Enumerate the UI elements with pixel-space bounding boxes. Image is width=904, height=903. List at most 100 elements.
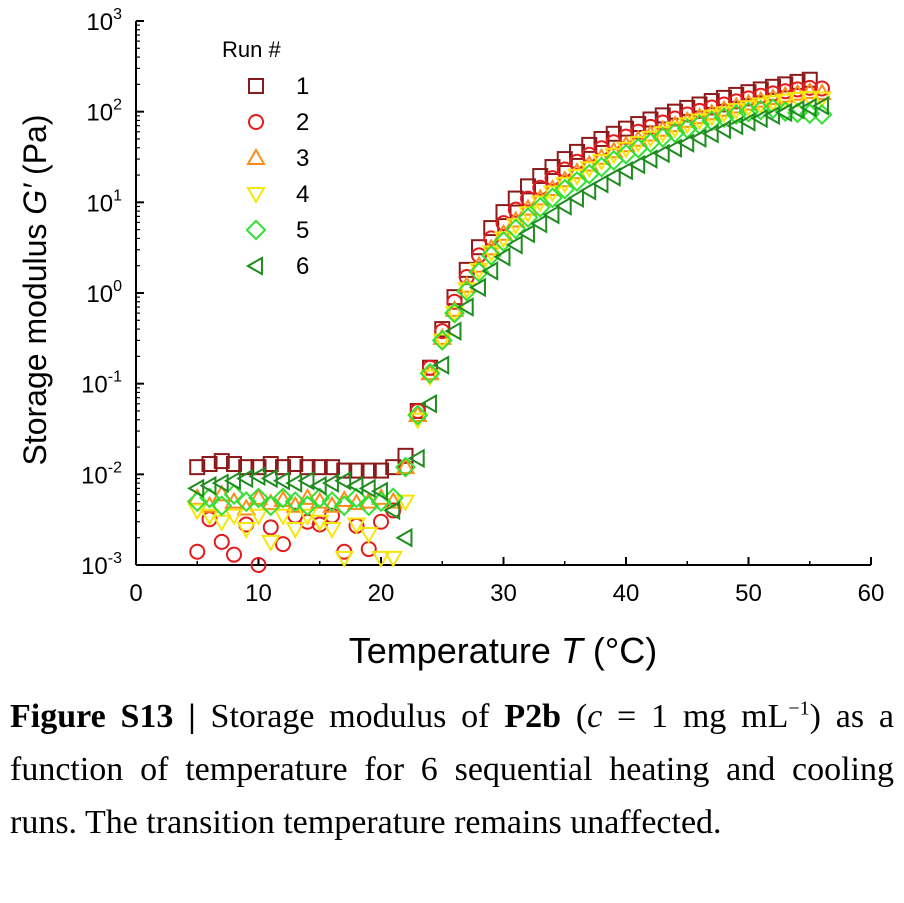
- data-point: [199, 475, 217, 496]
- data-point: [579, 181, 597, 201]
- data-point: [432, 355, 450, 375]
- data-point: [777, 83, 794, 100]
- data-point: [360, 462, 377, 479]
- data-point: [532, 168, 549, 185]
- data-point: [520, 178, 536, 195]
- legend-label: 6: [296, 253, 309, 280]
- data-point: [420, 363, 440, 381]
- data-point: [211, 495, 233, 517]
- data-point: [726, 115, 744, 136]
- caption-cond-close: ): [809, 698, 821, 735]
- series-5: [186, 98, 833, 517]
- data-point: [591, 174, 609, 194]
- legend-title: Run #: [222, 37, 281, 62]
- data-point: [725, 104, 747, 126]
- data-point: [285, 473, 303, 493]
- data-point: [529, 196, 551, 218]
- data-point: [322, 521, 342, 539]
- data-point: [664, 122, 686, 144]
- data-point: [236, 521, 257, 539]
- data-point: [275, 459, 291, 476]
- data-point: [285, 521, 306, 539]
- legend-item: 6: [245, 253, 309, 280]
- y-tick-label: 10-3: [81, 550, 122, 580]
- y-tick-label: 100: [86, 278, 122, 308]
- data-point: [554, 196, 572, 216]
- data-point: [443, 302, 466, 324]
- data-point: [530, 214, 548, 234]
- data-point: [799, 81, 820, 99]
- data-point: [799, 90, 820, 108]
- x-tick-label: 10: [245, 580, 272, 607]
- data-point: [603, 167, 621, 187]
- data-point: [495, 204, 512, 221]
- data-point: [444, 306, 465, 324]
- data-point: [213, 453, 230, 470]
- data-point: [260, 534, 281, 552]
- x-tick-label: 50: [735, 580, 762, 607]
- data-point: [431, 329, 453, 351]
- data-point: [250, 459, 267, 476]
- data-point: [726, 96, 747, 114]
- data-point: [333, 495, 355, 517]
- data-point: [762, 105, 780, 126]
- data-point: [260, 468, 278, 489]
- data-point: [321, 473, 339, 493]
- data-point: [750, 108, 768, 129]
- data-point: [371, 550, 391, 568]
- data-point: [446, 293, 463, 310]
- data-point: [275, 536, 291, 553]
- data-point: [383, 550, 404, 568]
- legend-item: 3: [246, 145, 309, 172]
- data-point: [260, 493, 281, 511]
- data-point: [226, 456, 242, 473]
- data-point: [383, 500, 401, 521]
- data-point: [689, 128, 707, 148]
- data-point: [811, 96, 829, 116]
- x-tick-label: 30: [490, 580, 517, 607]
- data-point: [407, 404, 429, 426]
- caption-cond-var: c: [587, 698, 603, 735]
- data-point: [223, 470, 241, 491]
- caption-text-2: as a function of temperature for 6 seque…: [10, 698, 894, 841]
- data-point: [738, 93, 759, 111]
- x-axis-label: Temperature T (°C): [349, 630, 657, 671]
- data-point: [456, 297, 474, 317]
- data-point: [262, 519, 279, 536]
- data-point: [640, 124, 661, 142]
- data-point: [713, 107, 735, 129]
- caption-cond-exp: −1: [788, 697, 810, 720]
- data-point: [517, 223, 535, 244]
- data-point: [714, 99, 734, 117]
- data-point: [284, 491, 306, 513]
- data-point: [346, 517, 367, 535]
- legend-item: 5: [245, 217, 309, 244]
- caption-text-1: Storage modulus of: [195, 698, 505, 735]
- data-point: [187, 503, 208, 521]
- data-point: [189, 459, 206, 476]
- data-point: [409, 402, 426, 419]
- legend-marker: [245, 256, 263, 276]
- caption-compound: P2b: [504, 698, 561, 735]
- y-tick-label: 103: [86, 6, 122, 36]
- data-point: [235, 491, 257, 513]
- data-point: [358, 527, 379, 545]
- data-point: [665, 115, 685, 133]
- data-point: [532, 179, 549, 196]
- legend-marker: [245, 219, 267, 241]
- legend-label: 4: [296, 181, 309, 208]
- x-tick-label: 60: [858, 580, 885, 607]
- data-point: [248, 508, 269, 526]
- data-point: [395, 457, 416, 475]
- data-point: [394, 456, 417, 478]
- data-point: [640, 149, 658, 169]
- data-point: [787, 99, 805, 120]
- data-point: [250, 557, 267, 573]
- data-point: [419, 362, 441, 384]
- legend-label: 5: [296, 217, 309, 244]
- data-point: [775, 93, 796, 111]
- data-point: [358, 478, 376, 499]
- series-6: [187, 96, 829, 548]
- data-point: [566, 188, 584, 209]
- data-point: [262, 456, 279, 473]
